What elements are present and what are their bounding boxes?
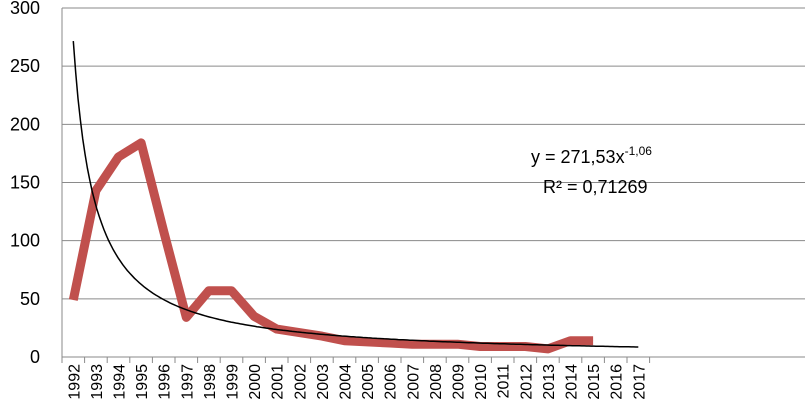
x-tick-label-2006: 2006 (383, 364, 400, 400)
x-tick-label-2017: 2017 (631, 364, 648, 400)
x-tick-label-1997: 1997 (179, 364, 196, 400)
x-tick-label-2012: 2012 (518, 364, 535, 400)
trendline-r-squared: R² = 0,71269 (543, 177, 648, 197)
x-tick-label-1994: 1994 (112, 364, 129, 400)
y-axis-tick-labels: 0 50 100 150 200 250 300 (10, 0, 40, 367)
x-tick-label-2002: 2002 (292, 364, 309, 400)
y-tick-label-50: 50 (20, 289, 40, 309)
trendline-group (72, 41, 639, 348)
x-tick-label-2004: 2004 (338, 364, 355, 400)
x-tick-label-2016: 2016 (609, 364, 626, 400)
x-tick-label-2014: 2014 (564, 364, 581, 400)
trendline-equation-main: y = 271,53x (531, 147, 625, 167)
x-tick-label-2008: 2008 (428, 364, 445, 400)
x-axis-tick-marks (61, 357, 651, 363)
y-tick-label-100: 100 (10, 231, 40, 251)
trendline-equation: y = 271,53x-1,06 (531, 144, 652, 167)
x-tick-label-2010: 2010 (473, 364, 490, 400)
series-group (68, 138, 594, 354)
y-tick-label-250: 250 (10, 56, 40, 76)
y-tick-label-0: 0 (30, 347, 40, 367)
x-axis-tick-labels: 1992 1993 1994 1995 1996 1997 1998 1999 2000 2001… (66, 364, 648, 400)
x-tick-label-2000: 2000 (247, 364, 264, 400)
y-tick-label-150: 150 (10, 173, 40, 193)
x-tick-label-2013: 2013 (541, 364, 558, 400)
x-tick-label-1999: 1999 (225, 364, 242, 400)
trendline-power (72, 41, 639, 348)
x-tick-label-1996: 1996 (157, 364, 174, 400)
x-tick-label-2005: 2005 (360, 364, 377, 400)
x-tick-label-2001: 2001 (270, 364, 287, 400)
x-tick-label-2009: 2009 (451, 364, 468, 400)
trendline-equation-exponent: -1,06 (625, 144, 653, 158)
series-line-0 (68, 138, 594, 354)
y-tick-label-300: 300 (10, 0, 40, 18)
y-tick-label-200: 200 (10, 114, 40, 134)
x-tick-label-1995: 1995 (134, 364, 151, 400)
x-tick-label-2015: 2015 (586, 364, 603, 400)
x-tick-label-2003: 2003 (315, 364, 332, 400)
x-tick-label-1998: 1998 (202, 364, 219, 400)
x-tick-label-2011: 2011 (496, 364, 513, 399)
x-tick-label-1993: 1993 (89, 364, 106, 400)
x-tick-label-2007: 2007 (405, 364, 422, 400)
x-tick-label-1992: 1992 (66, 364, 83, 400)
